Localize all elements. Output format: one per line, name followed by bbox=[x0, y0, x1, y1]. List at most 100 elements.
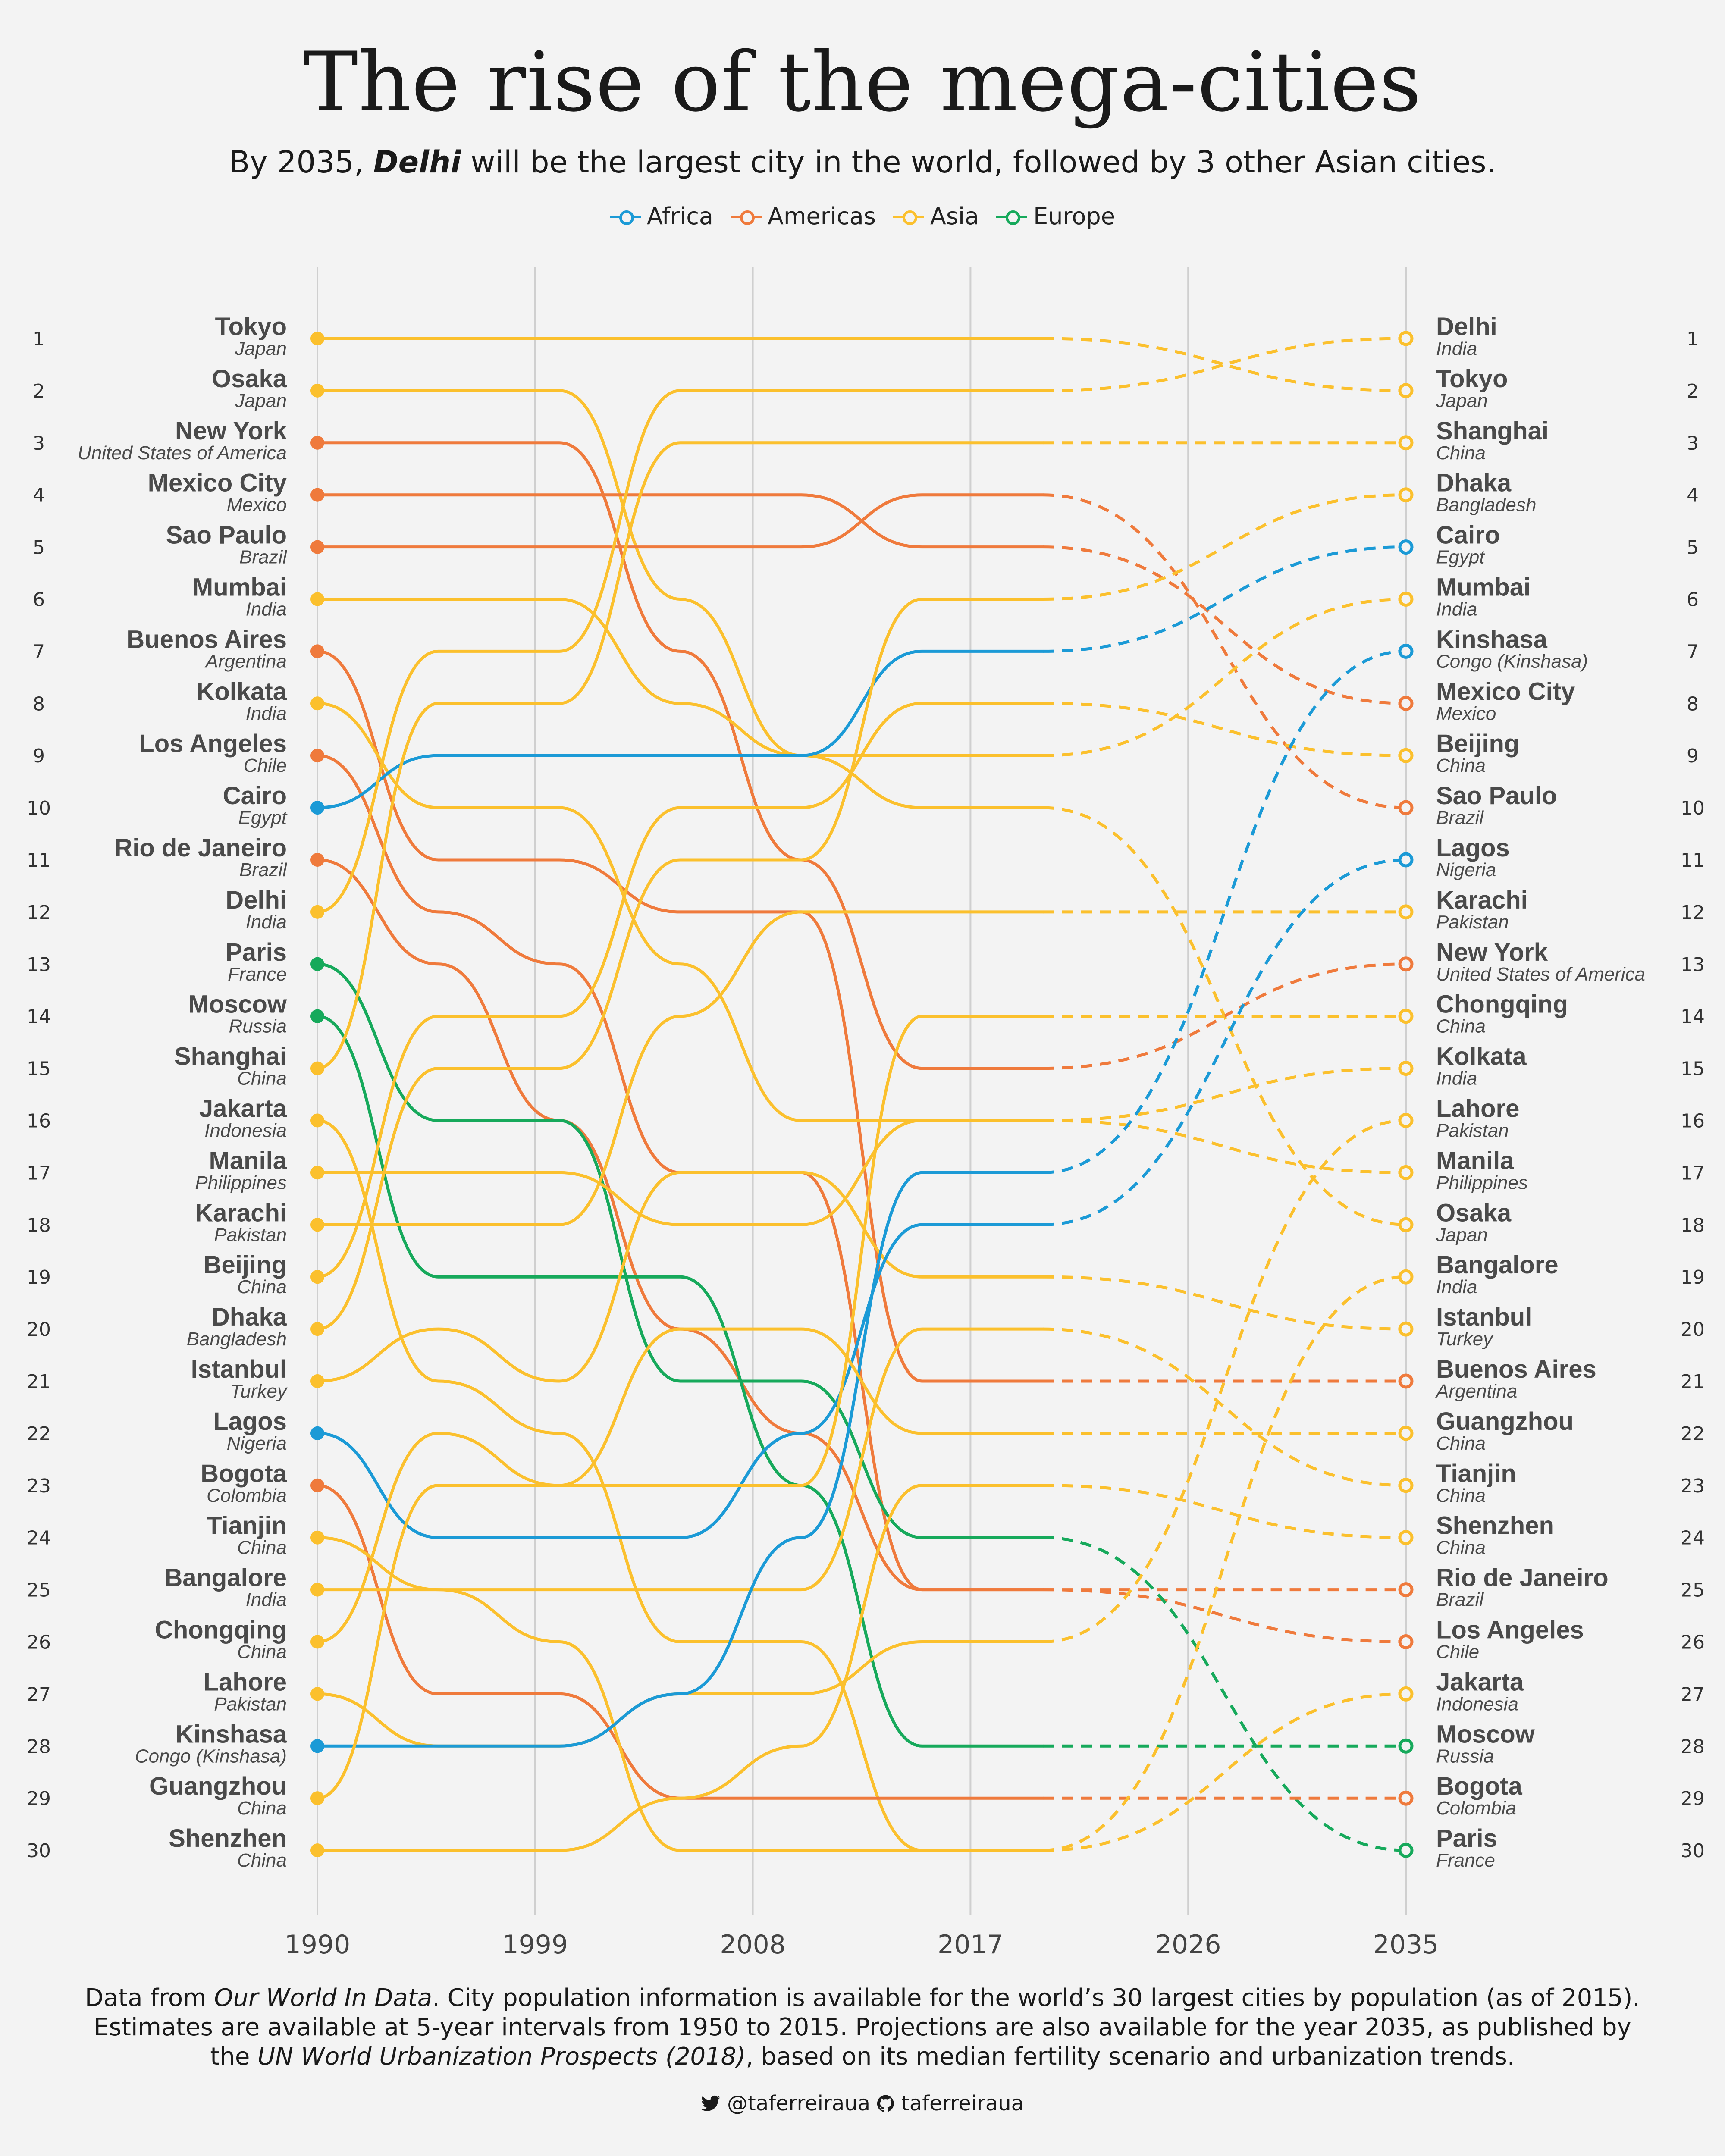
start-label-rio-de-janeiro: Rio de Janeiro bbox=[114, 834, 287, 862]
series-projection-mumbai bbox=[1043, 598, 1406, 757]
start-country-delhi: India bbox=[246, 912, 287, 933]
start-country-guangzhou: China bbox=[237, 1798, 287, 1819]
rank-label-right-2: 2 bbox=[1687, 380, 1699, 402]
end-country-tianjin: China bbox=[1436, 1485, 1486, 1506]
end-label-new-york: New York bbox=[1436, 938, 1548, 966]
start-point-paris bbox=[310, 957, 324, 971]
subtitle-pre: By 2035, bbox=[229, 144, 373, 180]
series-projection-manila bbox=[1043, 1119, 1406, 1174]
twitter-handle[interactable]: @taferreiraua bbox=[727, 2091, 870, 2115]
end-country-cairo: Egypt bbox=[1436, 547, 1485, 568]
series-line-paris bbox=[316, 962, 1045, 1539]
rank-label-right-7: 7 bbox=[1687, 641, 1699, 663]
rank-label-left-20: 20 bbox=[27, 1319, 51, 1341]
start-label-mexico-city: Mexico City bbox=[148, 469, 287, 497]
end-country-guangzhou: China bbox=[1436, 1433, 1486, 1454]
x-tick-label-1999: 1999 bbox=[502, 1930, 568, 1960]
start-country-tokyo: Japan bbox=[235, 338, 287, 359]
start-point-lahore bbox=[310, 1687, 324, 1701]
end-country-manila: Philippines bbox=[1436, 1172, 1528, 1193]
legend-label-africa: Africa bbox=[647, 203, 714, 230]
start-country-sao-paulo: Brazil bbox=[239, 547, 287, 568]
rank-label-left-18: 18 bbox=[27, 1214, 51, 1236]
start-label-mumbai: Mumbai bbox=[192, 573, 287, 602]
end-point-moscow bbox=[1398, 1738, 1414, 1754]
legend-swatch-europe bbox=[996, 210, 1028, 225]
footer-line-3: the UN World Urbanization Prospects (201… bbox=[0, 2042, 1725, 2071]
end-country-bogota: Colombia bbox=[1436, 1798, 1516, 1819]
footer-report-name: UN World Urbanization Prospects (2018) bbox=[257, 2043, 746, 2071]
rank-label-left-9: 9 bbox=[33, 745, 45, 767]
end-label-shanghai: Shanghai bbox=[1436, 417, 1549, 445]
start-label-tokyo: Tokyo bbox=[215, 313, 287, 341]
twitter-icon[interactable] bbox=[701, 2095, 720, 2112]
rank-label-right-21: 21 bbox=[1681, 1371, 1705, 1393]
end-label-dhaka: Dhaka bbox=[1436, 469, 1512, 497]
github-icon[interactable] bbox=[877, 2095, 894, 2112]
start-point-sao-paulo bbox=[310, 540, 324, 554]
start-country-dhaka: Bangladesh bbox=[187, 1329, 287, 1350]
rank-label-right-27: 27 bbox=[1681, 1683, 1705, 1705]
rank-label-left-26: 26 bbox=[27, 1632, 51, 1654]
series-line-kolkata bbox=[316, 702, 1045, 1122]
end-point-lagos bbox=[1398, 852, 1414, 868]
series-line-moscow bbox=[316, 1015, 1045, 1748]
series-projection-beijing bbox=[1043, 702, 1406, 757]
end-label-bogota: Bogota bbox=[1436, 1772, 1522, 1800]
start-point-guangzhou bbox=[310, 1791, 324, 1805]
series-line-los-angeles bbox=[316, 754, 1045, 1592]
end-label-karachi: Karachi bbox=[1436, 886, 1528, 914]
rank-label-left-14: 14 bbox=[27, 1006, 51, 1028]
end-country-shanghai: China bbox=[1436, 442, 1486, 464]
series-line-tianjin bbox=[316, 1327, 1045, 1592]
rank-label-right-6: 6 bbox=[1687, 589, 1699, 611]
start-country-manila: Philippines bbox=[195, 1172, 287, 1193]
footer-source-name: Our World In Data bbox=[214, 1984, 433, 2012]
end-country-karachi: Pakistan bbox=[1436, 912, 1509, 933]
x-tick-label-2017: 2017 bbox=[938, 1930, 1004, 1960]
start-label-manila: Manila bbox=[209, 1147, 287, 1175]
rank-label-right-1: 1 bbox=[1687, 328, 1699, 350]
end-point-shenzhen bbox=[1398, 1530, 1414, 1545]
x-tick-label-2035: 2035 bbox=[1373, 1930, 1439, 1960]
rank-label-left-3: 3 bbox=[33, 432, 45, 454]
end-point-kolkata bbox=[1398, 1061, 1414, 1076]
start-country-shanghai: China bbox=[237, 1068, 287, 1089]
legend-swatch-americas bbox=[731, 210, 762, 225]
start-label-moscow: Moscow bbox=[188, 990, 287, 1018]
rank-label-left-19: 19 bbox=[27, 1266, 51, 1288]
rank-label-right-19: 19 bbox=[1681, 1266, 1705, 1288]
end-label-manila: Manila bbox=[1436, 1147, 1514, 1175]
start-country-bangalore: India bbox=[246, 1589, 287, 1611]
series-line-jakarta bbox=[316, 1119, 1045, 1852]
end-label-lagos: Lagos bbox=[1436, 834, 1510, 862]
legend-label-asia: Asia bbox=[930, 203, 979, 230]
rank-label-right-9: 9 bbox=[1687, 745, 1699, 767]
legend-label-americas: Americas bbox=[768, 203, 876, 230]
series-projection-los-angeles bbox=[1043, 1588, 1406, 1643]
end-point-jakarta bbox=[1398, 1686, 1414, 1702]
start-country-bogota: Colombia bbox=[207, 1485, 287, 1506]
footer-line-1-pre: Data from bbox=[85, 1984, 214, 2012]
start-label-dhaka: Dhaka bbox=[212, 1303, 287, 1331]
start-country-rio-de-janeiro: Brazil bbox=[239, 859, 287, 881]
series-projection-istanbul bbox=[1043, 1275, 1406, 1331]
rank-label-left-29: 29 bbox=[27, 1788, 51, 1810]
rank-label-right-13: 13 bbox=[1681, 954, 1705, 976]
start-country-shenzhen: China bbox=[237, 1850, 287, 1871]
series-line-rio-de-janeiro bbox=[316, 858, 1045, 1592]
footer-line-1: Data from Our World In Data. City popula… bbox=[0, 1984, 1725, 2013]
end-point-karachi bbox=[1398, 904, 1414, 920]
end-point-lahore bbox=[1398, 1113, 1414, 1128]
legend-item-europe: Europe bbox=[996, 203, 1115, 230]
end-label-mumbai: Mumbai bbox=[1436, 573, 1531, 602]
start-country-mumbai: India bbox=[246, 599, 287, 620]
end-point-osaka bbox=[1398, 1217, 1414, 1232]
start-country-lahore: Pakistan bbox=[214, 1693, 287, 1714]
rank-label-right-20: 20 bbox=[1681, 1319, 1705, 1341]
end-label-paris: Paris bbox=[1436, 1824, 1497, 1852]
start-point-istanbul bbox=[310, 1374, 324, 1388]
github-handle[interactable]: taferreiraua bbox=[901, 2091, 1024, 2115]
series-line-istanbul bbox=[316, 1171, 1045, 1383]
footer-line-2: Estimates are available at 5-year interv… bbox=[94, 2013, 1631, 2041]
